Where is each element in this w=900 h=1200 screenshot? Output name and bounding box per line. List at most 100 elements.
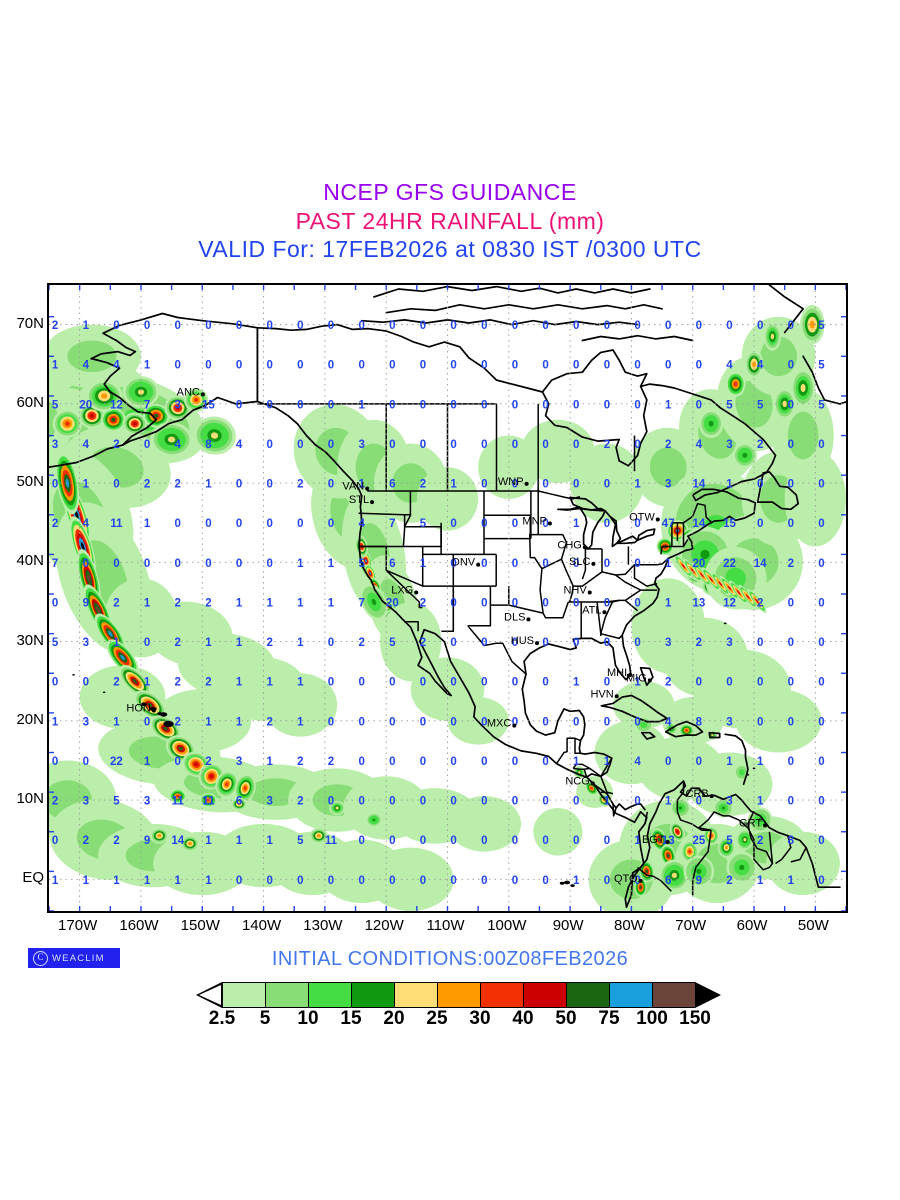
gridpoint-value: 12 <box>723 597 736 609</box>
gridpoint-value: 1 <box>573 677 580 689</box>
gridpoint-value: 1 <box>267 835 274 847</box>
gridpoint-value: 1 <box>573 518 580 530</box>
weaclim-logo[interactable]: C WEACLIM <box>28 948 120 968</box>
precipitation-map-svg: 2 1 0 0 0 0 0 0 0 0 0 0 0 0 0 0 0 0 0 0 0 0 0 0 0 51 4 4 1 0 0 0 0 0 0 0 0 0 0… <box>49 285 846 911</box>
colorbar-cell-1[interactable] <box>265 982 308 1008</box>
gridpoint-value: 0 <box>420 677 426 689</box>
gridpoint-value: 0 <box>757 320 763 332</box>
precip-contour <box>301 855 324 872</box>
precip-contour <box>168 436 176 443</box>
gridpoint-value: 1 <box>113 875 120 887</box>
city-label-ATL: ATL <box>582 604 601 616</box>
gridpoint-value: 1 <box>144 360 151 372</box>
gridpoint-value: 7 <box>52 558 58 570</box>
gridpoint-value: 12 <box>110 399 123 411</box>
gridpoint-value: 0 <box>389 439 395 451</box>
gridpoint-value: 0 <box>542 835 548 847</box>
gridpoint-value: 0 <box>328 796 334 808</box>
gridpoint-value: 0 <box>757 677 763 689</box>
lat-tick-EQ: EQ <box>22 869 44 887</box>
gridpoint-value: 1 <box>236 597 243 609</box>
gridpoint-value: 0 <box>420 360 426 372</box>
gridpoint-value: 5 <box>389 637 396 649</box>
colorbar-cell-6[interactable] <box>480 982 523 1008</box>
gridpoint-value: 2 <box>175 597 181 609</box>
gridpoint-value: 1 <box>52 360 59 372</box>
gridpoint-value: 0 <box>113 320 119 332</box>
gridpoint-value: 0 <box>205 320 211 332</box>
gridpoint-value: 0 <box>512 756 518 768</box>
gridpoint-value: 6 <box>389 479 395 491</box>
lat-tick-50N: 50N <box>16 473 44 491</box>
gridpoint-value: 0 <box>450 558 456 570</box>
lon-tick-130W: 130W <box>303 917 343 934</box>
gridpoint-value: 2 <box>696 637 702 649</box>
gridpoint-value: 0 <box>542 439 548 451</box>
gridpoint-value: 2 <box>113 835 119 847</box>
precip-contour <box>658 457 678 478</box>
city-label-DLS: DLS <box>504 611 525 623</box>
gridpoint-value: 0 <box>818 479 824 491</box>
gridpoint-value: 0 <box>450 716 456 728</box>
city-marker-ANC <box>200 392 205 397</box>
gridpoint-value: 0 <box>757 518 763 530</box>
gridpoint-value: 0 <box>175 518 181 530</box>
precip-contour <box>718 776 741 793</box>
gridpoint-value: 3 <box>52 439 58 451</box>
colorbar-tick-labels: 2.5 5 10 15 20 25 30 40 50 75 100 150 <box>0 1008 900 1034</box>
city-marker-STL <box>370 500 375 505</box>
precip-contour <box>671 872 677 878</box>
gridpoint-value: 0 <box>634 439 640 451</box>
precip-contour <box>316 834 321 838</box>
gridpoint-value: 2 <box>267 716 273 728</box>
lon-tick-120W: 120W <box>364 917 404 934</box>
colorbar-cell-3[interactable] <box>351 982 394 1008</box>
border-path <box>698 810 774 871</box>
city-label-HON: HON <box>126 703 151 715</box>
colorbar[interactable] <box>196 982 721 1008</box>
coastline-path <box>49 396 259 468</box>
border-path <box>584 767 590 770</box>
gridpoint-value: 0 <box>113 558 119 570</box>
gridpoint-value: 0 <box>788 320 794 332</box>
gridpoint-value: 1 <box>205 637 212 649</box>
gridpoint-value: 0 <box>267 479 273 491</box>
border-path <box>541 558 562 570</box>
gridpoint-value: 3 <box>726 439 732 451</box>
border-path <box>421 522 442 556</box>
precip-contour <box>666 853 670 858</box>
gridpoint-value: 0 <box>788 479 794 491</box>
gridpoint-value: 9 <box>83 597 89 609</box>
colorbar-cell-4[interactable] <box>394 982 437 1008</box>
gridpoint-value: 0 <box>818 637 824 649</box>
colorbar-cell-8[interactable] <box>566 982 609 1008</box>
gridpoint-value: 0 <box>542 558 548 570</box>
gridpoint-value: 13 <box>692 597 705 609</box>
colorbar-cell-0[interactable] <box>222 982 265 1008</box>
gridpoint-value: 0 <box>450 518 456 530</box>
border-path <box>657 557 669 566</box>
lon-tick-80W: 80W <box>614 917 645 934</box>
border-path <box>539 590 570 619</box>
gridpoint-value: 0 <box>205 558 211 570</box>
gridpoint-value: 0 <box>634 558 640 570</box>
colorbar-cell-5[interactable] <box>437 982 480 1008</box>
precip-contour <box>80 542 85 551</box>
gridpoint-value: 1 <box>236 677 243 689</box>
city-label-CRB: CRB <box>686 788 709 800</box>
precip-contour <box>108 630 113 637</box>
colorbar-cell-7[interactable] <box>523 982 566 1008</box>
gridpoint-value: 1 <box>358 399 365 411</box>
gridpoint-value: 0 <box>512 716 518 728</box>
city-marker-VAN <box>365 486 370 491</box>
colorbar-cell-2[interactable] <box>308 982 351 1008</box>
precip-contour <box>755 598 760 604</box>
gridpoint-value: 0 <box>389 835 395 847</box>
precip-contour <box>137 389 145 395</box>
city-marker-LXG <box>414 590 419 595</box>
gridpoint-value: 0 <box>236 558 242 570</box>
colorbar-cell-10[interactable] <box>652 982 695 1008</box>
colorbar-cell-9[interactable] <box>609 982 652 1008</box>
